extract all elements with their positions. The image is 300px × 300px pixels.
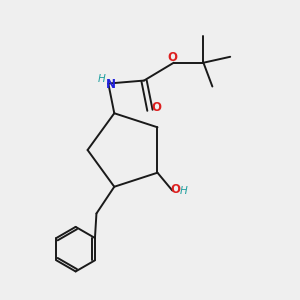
Text: O: O bbox=[170, 184, 180, 196]
Text: O: O bbox=[167, 51, 177, 64]
Text: H: H bbox=[98, 74, 106, 84]
Text: O: O bbox=[152, 101, 161, 114]
Text: H: H bbox=[180, 186, 188, 197]
Text: N: N bbox=[106, 78, 116, 91]
